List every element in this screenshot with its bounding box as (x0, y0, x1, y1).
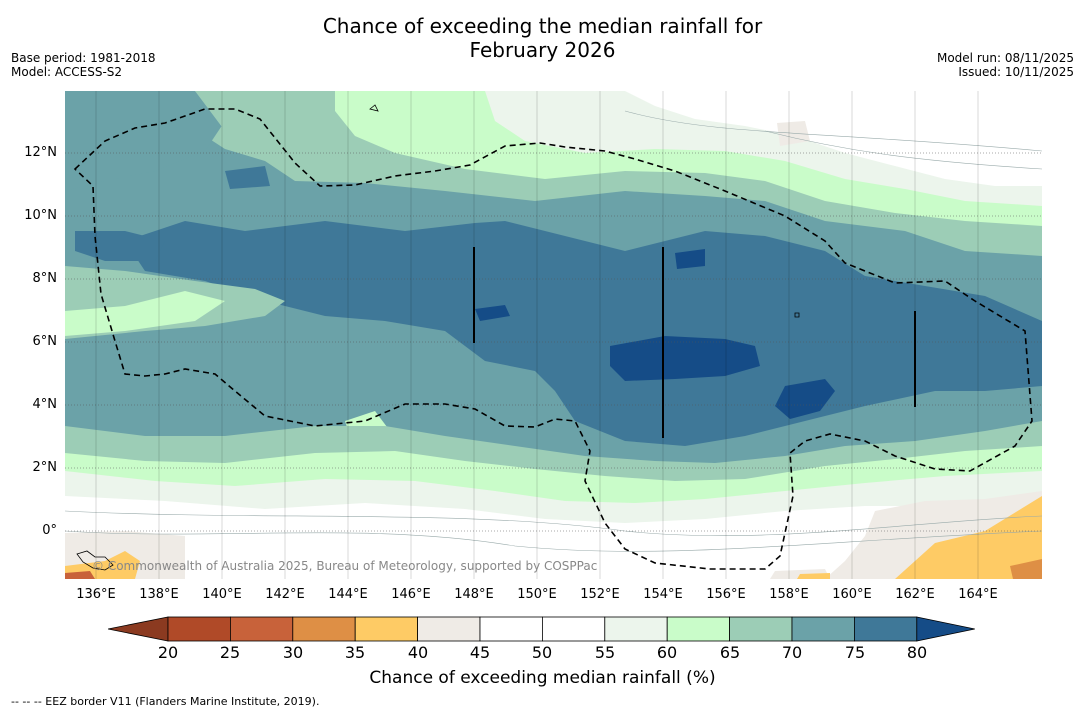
cbar-tick-50: 50 (531, 643, 553, 662)
lon-label-164e: 164°E (958, 587, 998, 602)
lon-label-142e: 142°E (265, 587, 305, 602)
band-80-core-1 (610, 336, 760, 381)
cbar-tick-80: 80 (906, 643, 928, 662)
lon-label-138e: 138°E (139, 587, 179, 602)
model-name: Model: ACCESS-S2 (11, 65, 123, 79)
map-svg (65, 91, 1042, 579)
colorbar-cell (167, 616, 231, 642)
colorbar-cell (791, 616, 855, 642)
meta-right: Model run: 08/11/2025 Issued: 10/11/2025 (937, 51, 1074, 79)
colorbar (108, 616, 975, 642)
title-line-2: February 2026 (469, 38, 616, 62)
issued-date: Issued: 10/11/2025 (958, 65, 1074, 79)
cbar-tick-30: 30 (282, 643, 304, 662)
band-75-80-b (75, 231, 165, 261)
band-40-bottom-right (895, 496, 1042, 579)
band-35-bottom-right (1010, 559, 1042, 579)
meta-left: Base period: 1981-2018 Model: ACCESS-S2 (11, 51, 156, 79)
lon-label-152e: 152°E (580, 587, 620, 602)
colorbar-cell (729, 616, 793, 642)
cbar-tick-35: 35 (344, 643, 366, 662)
lon-label-146e: 146°E (391, 587, 431, 602)
title-line-1: Chance of exceeding the median rainfall … (322, 14, 763, 38)
model-run: Model run: 08/11/2025 (936, 51, 1074, 65)
eez-border (73, 108, 1033, 570)
colorbar-cell (230, 616, 294, 642)
zone-lines (473, 247, 916, 438)
rainfall-map: © Commonwealth of Australia 2025, Bureau… (65, 91, 1042, 579)
lat-label-8n: 8°N (32, 271, 58, 286)
lat-label-4n: 4°N (32, 397, 58, 412)
colorbar-cell (417, 616, 481, 642)
colorbar-cells (108, 616, 975, 642)
lon-label-162e: 162°E (895, 587, 935, 602)
colorbar-arrow-high (916, 616, 975, 642)
colorbar-cell (854, 616, 918, 642)
colorbar-cell (292, 616, 356, 642)
cbar-tick-60: 60 (656, 643, 678, 662)
lon-label-156e: 156°E (706, 587, 746, 602)
colorbar-cell (541, 616, 606, 642)
contour-lines (65, 110, 1042, 552)
copyright-note: © Commonwealth of Australia 2025, Bureau… (92, 559, 598, 573)
cbar-tick-25: 25 (219, 643, 241, 662)
band-80-core-4 (675, 249, 705, 269)
cbar-tick-40: 40 (407, 643, 429, 662)
cbar-tick-70: 70 (781, 643, 803, 662)
band-50-top (625, 91, 1042, 186)
lon-label-160e: 160°E (832, 587, 872, 602)
lon-label-144e: 144°E (328, 587, 368, 602)
lat-label-6n: 6°N (32, 334, 58, 349)
lon-label-154e: 154°E (643, 587, 683, 602)
cbar-tick-45: 45 (469, 643, 491, 662)
colorbar-cell (604, 616, 668, 642)
lon-label-150e: 150°E (517, 587, 557, 602)
islands (76, 104, 800, 571)
band-75-80-c (225, 166, 270, 189)
band-80-core-3 (475, 305, 510, 321)
lon-label-136e: 136°E (76, 587, 116, 602)
eez-footer-note: -- -- -- EEZ border V11 (Flanders Marine… (11, 695, 320, 708)
colorbar-cell (354, 616, 418, 642)
colorbar-label: Chance of exceeding median rainfall (%) (369, 668, 716, 688)
colorbar-cell (666, 616, 731, 642)
cbar-tick-55: 55 (594, 643, 616, 662)
colorbar-cell (479, 616, 543, 642)
lon-label-158e: 158°E (769, 587, 809, 602)
cbar-tick-75: 75 (844, 643, 866, 662)
cbar-tick-20: 20 (157, 643, 179, 662)
band-80-core-2 (775, 379, 835, 419)
lat-label-0: 0° (42, 523, 57, 538)
lat-label-10n: 10°N (24, 208, 57, 223)
lat-label-12n: 12°N (24, 145, 57, 160)
colorbar-arrow-low (108, 616, 169, 642)
band-50-bottom (65, 496, 1042, 579)
band-40-bottom-mid (797, 573, 830, 579)
lon-label-140e: 140°E (202, 587, 242, 602)
lon-label-148e: 148°E (454, 587, 494, 602)
cbar-tick-65: 65 (719, 643, 741, 662)
band-35-bottom-left (65, 571, 95, 579)
map-title: Chance of exceeding the median rainfall … (0, 14, 1085, 62)
band-65-upper-left (195, 91, 335, 151)
gridlines (65, 152, 1042, 532)
band-60-left (65, 291, 225, 336)
base-period: Base period: 1981-2018 (11, 51, 156, 65)
lat-label-2n: 2°N (32, 460, 58, 475)
